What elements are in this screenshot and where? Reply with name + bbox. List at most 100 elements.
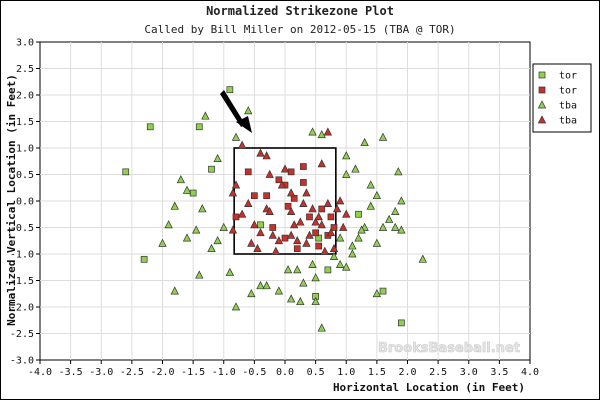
- pitch-points: [122, 86, 427, 332]
- pitch-triangle: [335, 259, 345, 268]
- pitch-square: [275, 176, 283, 184]
- pitch-square: [263, 192, 270, 200]
- pitch-triangle: [305, 230, 314, 239]
- pitch-triangle: [329, 251, 339, 260]
- pitch-triangle: [271, 246, 280, 255]
- legend: tor tor tba tba: [532, 63, 592, 133]
- pitch-square: [355, 210, 362, 218]
- x-tick-label: -0.5: [242, 367, 266, 378]
- x-tick-label: -1.5: [181, 367, 205, 378]
- pitch-triangle: [342, 262, 351, 271]
- y-tick-label: -1.5: [10, 276, 34, 287]
- pitch-triangle: [320, 246, 329, 255]
- y-tick-label: -2.0: [10, 303, 34, 314]
- pitch-triangle: [384, 214, 394, 223]
- y-tick-label: -2.5: [10, 329, 34, 340]
- pitch-square: [315, 242, 323, 250]
- pitch-triangle: [348, 249, 357, 258]
- pitch-square: [257, 221, 264, 229]
- pitch-square: [330, 224, 338, 231]
- pitch-triangle: [299, 278, 308, 287]
- pitch-triangle: [311, 273, 320, 282]
- pitch-triangle: [302, 238, 311, 247]
- pitch-triangle: [299, 198, 308, 207]
- y-tick-label: 2.5: [16, 64, 34, 75]
- pitch-triangle: [265, 169, 274, 178]
- pitch-triangle: [308, 127, 317, 136]
- pitch-square: [189, 189, 197, 197]
- y-tick-label: 2.0: [16, 91, 34, 102]
- pitch-triangle: [378, 132, 388, 141]
- pitch-square: [208, 165, 215, 173]
- pitch-square: [146, 123, 154, 131]
- x-tick-label: 1.0: [337, 367, 355, 378]
- annotation-arrow: [220, 90, 252, 133]
- pitch-triangle: [256, 148, 265, 157]
- pitch-triangle: [164, 220, 173, 229]
- series-tba-2: [158, 106, 427, 332]
- pitch-triangle: [192, 225, 201, 234]
- pitch-triangle: [274, 286, 284, 295]
- pitch-triangle: [342, 151, 351, 160]
- pitch-square: [300, 179, 307, 186]
- pitch-triangle: [323, 198, 333, 207]
- pitch-triangle: [366, 180, 375, 189]
- pitch-triangle: [296, 296, 305, 306]
- strike-zone-box: [233, 147, 337, 255]
- pitch-triangle: [237, 140, 247, 149]
- pitch-square: [226, 86, 234, 94]
- pitch-triangle: [262, 281, 271, 290]
- pitch-triangle: [339, 222, 348, 231]
- pitch-square: [324, 266, 332, 274]
- x-tick-label: -4.0: [28, 367, 52, 378]
- pitch-triangle: [348, 241, 357, 250]
- pitch-triangle: [283, 265, 293, 274]
- pitch-square: [379, 287, 387, 295]
- series-tor-1: [232, 163, 338, 253]
- pitch-triangle: [314, 212, 323, 221]
- pitch-square: [398, 319, 405, 327]
- x-tick-label: -3.5: [59, 367, 83, 378]
- pitch-triangle: [323, 127, 333, 136]
- pitch-triangle: [256, 281, 265, 290]
- pitch-triangle: [317, 129, 326, 139]
- x-tick-label: -3.0: [89, 367, 113, 378]
- pitch-square: [327, 213, 335, 221]
- y-tick-label: -0.5: [10, 223, 34, 234]
- legend-label: tor: [559, 86, 577, 97]
- legend-marker: [537, 115, 547, 124]
- legend-marker: [537, 100, 547, 109]
- pitch-triangle: [357, 225, 366, 234]
- pitch-triangle: [247, 288, 256, 298]
- legend-label: tba: [559, 116, 577, 127]
- pitch-square: [281, 234, 289, 242]
- pitch-triangle: [326, 228, 336, 237]
- series-tba-3: [228, 127, 351, 255]
- pitch-triangle: [219, 222, 228, 231]
- y-tick-label: 0.0: [16, 197, 34, 208]
- pitch-triangle: [182, 233, 192, 242]
- pitch-triangle: [195, 270, 204, 279]
- pitch-triangle: [394, 167, 403, 176]
- x-tick-label: 2.5: [429, 367, 447, 378]
- pitch-triangle: [342, 209, 351, 218]
- pitch-triangle: [335, 233, 345, 242]
- pitch-triangle: [391, 206, 400, 215]
- y-tick-label: -1.0: [10, 250, 34, 261]
- pitch-triangle: [253, 243, 262, 253]
- pitch-triangle: [329, 243, 339, 253]
- pitch-triangle: [372, 238, 382, 247]
- x-tick-label: 4.0: [521, 367, 539, 378]
- pitch-triangle: [302, 188, 311, 197]
- pitch-triangle: [182, 185, 192, 194]
- pitch-triangle: [308, 204, 317, 213]
- pitch-triangle: [237, 209, 247, 218]
- pitch-triangle: [250, 220, 259, 229]
- pitch-triangle: [397, 225, 406, 234]
- pitch-triangle: [244, 198, 253, 207]
- pitch-triangle: [372, 190, 382, 200]
- pitch-triangle: [228, 225, 238, 234]
- pitch-triangle: [265, 206, 274, 215]
- x-tick-label: 3.0: [460, 367, 478, 378]
